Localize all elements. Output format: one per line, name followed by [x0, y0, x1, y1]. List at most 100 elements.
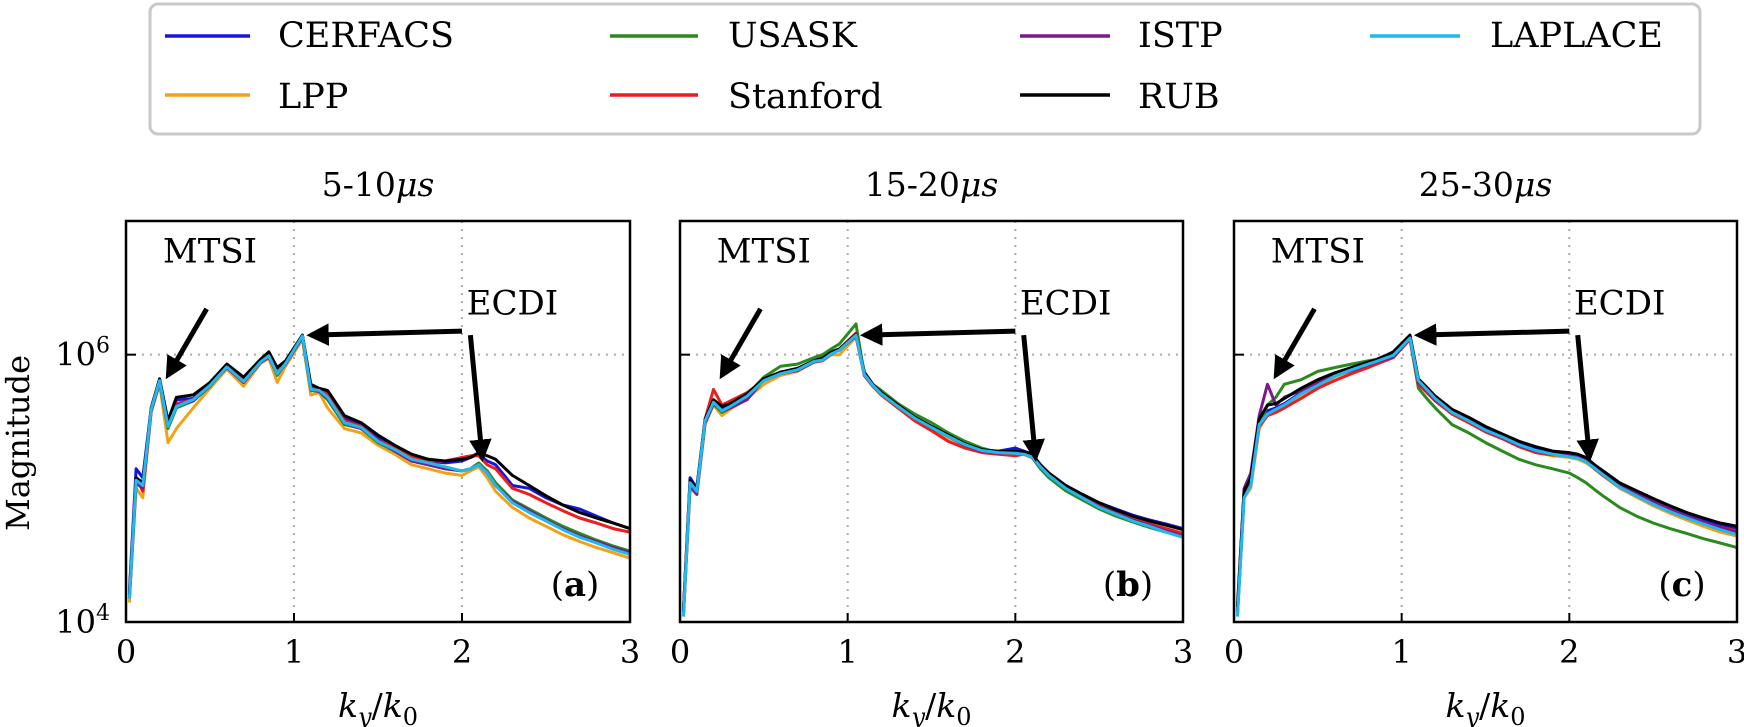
panel-label-close: )	[586, 565, 599, 605]
axes-frame	[678, 219, 1185, 624]
axes-frame	[1232, 219, 1739, 624]
x-tick-label: 2	[1559, 633, 1579, 671]
series-line-rub	[127, 333, 630, 595]
x-axis-label: ky/k0	[338, 686, 418, 727]
y-tick-label: 106	[55, 334, 110, 374]
legend-label-laplace: LAPLACE	[1490, 16, 1663, 56]
panel-label: (a)	[551, 565, 600, 605]
series-line-stanford	[127, 333, 630, 595]
legend-label-stanford: Stanford	[728, 77, 883, 117]
x-label-k: k	[892, 686, 912, 725]
annotation-ecdi: ECDI	[467, 284, 559, 324]
panel-label-open: (	[1658, 565, 1671, 605]
x-label-sub-0: 0	[1510, 703, 1525, 727]
panel-title-unit: μs	[960, 165, 998, 204]
panel-label-open: (	[551, 565, 564, 605]
x-tick-label: 2	[1005, 633, 1025, 671]
panel-label-letter: b	[1116, 565, 1140, 605]
x-label-k: k	[338, 686, 358, 725]
x-label-k: k	[1446, 686, 1466, 725]
x-tick-label: 3	[1727, 633, 1744, 671]
x-tick-label: 1	[284, 633, 304, 671]
y-tick-exponent: 6	[96, 334, 110, 359]
x-label-slash: /	[1479, 686, 1491, 725]
panel-label: (b)	[1103, 565, 1153, 605]
panel-label-letter: c	[1672, 565, 1693, 605]
panel-title: 5-10μs	[322, 165, 435, 204]
legend-label-cerfacs: CERFACS	[278, 16, 454, 56]
panel-title-range: 5-10	[322, 165, 396, 204]
annotation-arrow	[1413, 323, 1570, 346]
annotation-arrow	[165, 307, 209, 380]
x-axis-label: ky/k0	[1446, 686, 1526, 727]
legend-label-lpp: LPP	[278, 77, 348, 117]
annotation-mtsi: MTSI	[163, 232, 257, 272]
panel-title-unit: μs	[1514, 165, 1552, 204]
x-label-sub-y: y	[911, 703, 926, 727]
y-tick-base: 10	[55, 336, 96, 374]
panel-title-unit: μs	[396, 165, 434, 204]
series-line-istp	[127, 335, 630, 599]
x-label-sub-y: y	[1465, 703, 1480, 727]
panel-label: (c)	[1658, 565, 1705, 605]
y-tick-base: 10	[55, 603, 96, 641]
annotation-mtsi: MTSI	[1271, 232, 1365, 272]
x-tick-label: 3	[620, 633, 640, 671]
panel-title-range: 15-20	[865, 165, 960, 204]
series-line-cerfacs	[127, 334, 630, 592]
x-tick-label: 0	[116, 633, 136, 671]
panel-label-letter: a	[564, 565, 586, 605]
y-tick-exponent: 4	[96, 601, 110, 626]
legend-label-rub: RUB	[1138, 77, 1220, 117]
series-line-usask	[127, 335, 630, 599]
legend-label-usask: USASK	[728, 16, 858, 56]
series-line-rub	[1235, 333, 1737, 607]
panel-b: 15-20μs MTSI ECDI (b) 0 1 2 3 ky/k0	[670, 165, 1193, 727]
x-label-sub-0: 0	[956, 703, 971, 727]
x-tick-label: 3	[1173, 633, 1193, 671]
legend: CERFACS LPP USASK Stanford ISTP RUB LAPL…	[148, 2, 1702, 136]
annotation-arrow	[1273, 307, 1317, 380]
x-tick-label: 0	[1224, 633, 1244, 671]
series-line-laplace	[127, 334, 630, 599]
x-label-k0: k	[383, 686, 403, 725]
series-group	[127, 333, 630, 603]
annotation-mtsi: MTSI	[717, 232, 811, 272]
axes-frame	[124, 219, 632, 624]
panel-title: 25-30μs	[1419, 165, 1553, 204]
legend-label-istp: ISTP	[1138, 16, 1223, 56]
annotation-ecdi: ECDI	[1574, 284, 1666, 324]
panel-title: 15-20μs	[865, 165, 999, 204]
y-tick-label: 104	[55, 601, 110, 641]
x-label-sub-y: y	[357, 703, 372, 727]
annotation-arrow	[467, 334, 492, 463]
x-tick-label: 1	[1391, 633, 1411, 671]
y-axis-label: Magnitude	[0, 355, 37, 531]
x-label-slash: /	[372, 686, 384, 725]
series-line-laplace	[681, 333, 1183, 617]
x-axis-label: ky/k0	[892, 686, 972, 727]
x-label-k0: k	[936, 686, 956, 725]
panel-label-close: )	[1692, 565, 1705, 605]
annotation-arrow	[1021, 334, 1045, 463]
annotation-arrow	[306, 323, 463, 346]
series-line-lpp	[127, 337, 630, 603]
x-tick-label: 1	[837, 633, 857, 671]
x-tick-label: 2	[452, 633, 472, 671]
series-group	[1235, 333, 1737, 617]
panel-label-close: )	[1140, 565, 1153, 605]
panel-label-open: (	[1103, 565, 1116, 605]
x-tick-label: 0	[670, 633, 690, 671]
annotation-arrow	[859, 323, 1016, 346]
x-label-k0: k	[1490, 686, 1510, 725]
legend-frame	[148, 2, 1702, 136]
annotation-arrow	[1575, 334, 1599, 463]
series-line-laplace	[1235, 336, 1737, 617]
annotation-ecdi: ECDI	[1020, 284, 1112, 324]
panel-title-range: 25-30	[1419, 165, 1514, 204]
series-line-usask	[1235, 337, 1737, 617]
